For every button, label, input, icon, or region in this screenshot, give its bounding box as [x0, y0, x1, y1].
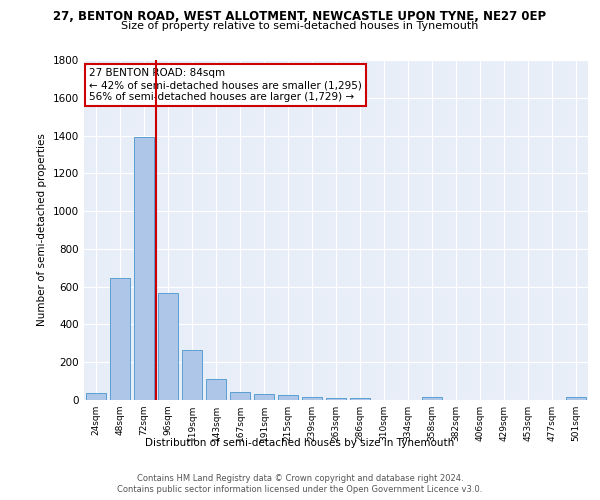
Bar: [302, 396, 322, 400]
Bar: [182, 350, 202, 400]
Text: 27, BENTON ROAD, WEST ALLOTMENT, NEWCASTLE UPON TYNE, NE27 0EP: 27, BENTON ROAD, WEST ALLOTMENT, NEWCAST…: [53, 10, 547, 23]
Bar: [158, 294, 178, 400]
Text: Size of property relative to semi-detached houses in Tynemouth: Size of property relative to semi-detach…: [121, 21, 479, 31]
Bar: [422, 397, 442, 400]
Bar: [206, 379, 226, 400]
Bar: [134, 138, 154, 400]
Bar: [86, 394, 106, 400]
Bar: [350, 398, 370, 400]
Text: Contains HM Land Registry data © Crown copyright and database right 2024.: Contains HM Land Registry data © Crown c…: [137, 474, 463, 483]
Bar: [110, 278, 130, 400]
Bar: [566, 396, 586, 400]
Text: Contains public sector information licensed under the Open Government Licence v3: Contains public sector information licen…: [118, 485, 482, 494]
Y-axis label: Number of semi-detached properties: Number of semi-detached properties: [37, 134, 47, 326]
Bar: [278, 396, 298, 400]
Bar: [326, 398, 346, 400]
Text: Distribution of semi-detached houses by size in Tynemouth: Distribution of semi-detached houses by …: [145, 438, 455, 448]
Text: 27 BENTON ROAD: 84sqm
← 42% of semi-detached houses are smaller (1,295)
56% of s: 27 BENTON ROAD: 84sqm ← 42% of semi-deta…: [89, 68, 362, 102]
Bar: [230, 392, 250, 400]
Bar: [254, 394, 274, 400]
